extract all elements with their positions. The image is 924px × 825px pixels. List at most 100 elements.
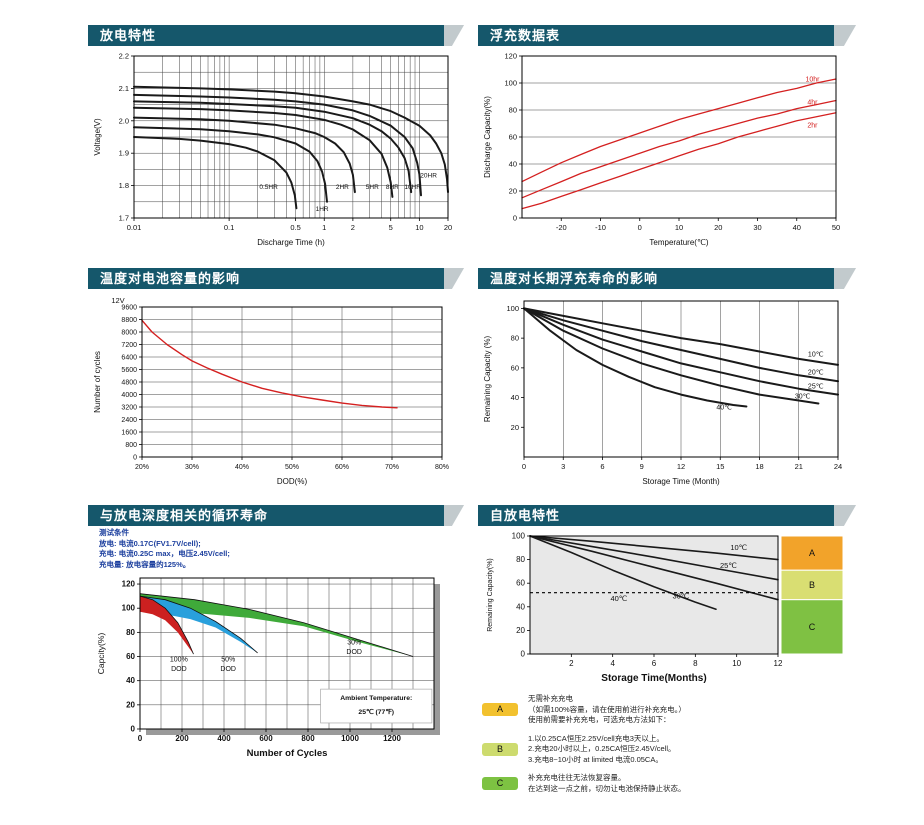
- svg-text:400: 400: [217, 734, 231, 743]
- svg-text:0: 0: [138, 734, 143, 743]
- svg-text:40: 40: [516, 602, 525, 611]
- svg-text:50%: 50%: [285, 464, 299, 471]
- legend-text-C: 补充充电往往无法恢复容量。 在达到这一点之前，切勿让电池保持静止状态。: [528, 773, 686, 793]
- svg-text:20℃: 20℃: [808, 370, 824, 377]
- svg-text:10HR: 10HR: [404, 184, 421, 191]
- svg-text:20: 20: [714, 223, 722, 232]
- svg-text:1HR: 1HR: [316, 206, 329, 213]
- panel-cycle-life-header: 与放电深度相关的循环寿命: [88, 505, 465, 526]
- svg-text:2hr: 2hr: [807, 123, 818, 130]
- svg-text:1200: 1200: [383, 734, 401, 743]
- header-bar: 放电特性: [88, 25, 444, 46]
- svg-text:1.8: 1.8: [119, 181, 129, 190]
- svg-text:0: 0: [522, 462, 526, 471]
- panel-cycle-life-title: 与放电深度相关的循环寿命: [100, 508, 269, 523]
- svg-text:40%: 40%: [235, 464, 249, 471]
- panel-float-life-header: 温度对长期浮充寿命的影响: [478, 268, 857, 289]
- svg-text:9: 9: [640, 462, 644, 471]
- svg-text:B: B: [809, 580, 815, 590]
- svg-text:1000: 1000: [341, 734, 359, 743]
- svg-text:18: 18: [755, 462, 763, 471]
- svg-text:2.2: 2.2: [119, 52, 129, 61]
- svg-text:100: 100: [506, 304, 519, 313]
- svg-text:3: 3: [561, 462, 565, 471]
- svg-text:30%: 30%: [347, 639, 361, 646]
- svg-text:80: 80: [516, 555, 525, 564]
- svg-text:20: 20: [516, 626, 525, 635]
- svg-text:1600: 1600: [121, 430, 137, 437]
- svg-text:2HR: 2HR: [336, 184, 349, 191]
- svg-text:10: 10: [732, 659, 741, 668]
- svg-text:2.0: 2.0: [119, 116, 129, 125]
- svg-text:20HR: 20HR: [420, 173, 437, 180]
- test-conditions-line: 充电量: 放电容量的125%。: [99, 559, 191, 569]
- svg-text:8800: 8800: [121, 317, 137, 324]
- svg-text:0: 0: [513, 214, 517, 223]
- svg-text:A: A: [809, 548, 815, 558]
- svg-text:4: 4: [610, 659, 615, 668]
- svg-text:8000: 8000: [121, 330, 137, 337]
- svg-text:5600: 5600: [121, 367, 137, 374]
- svg-text:20%: 20%: [135, 464, 149, 471]
- svg-text:6400: 6400: [121, 355, 137, 362]
- svg-text:1: 1: [322, 223, 326, 232]
- svg-text:0: 0: [131, 725, 136, 734]
- svg-text:1.9: 1.9: [119, 149, 129, 158]
- svg-text:40: 40: [126, 676, 135, 685]
- chart-storage-life: 0 3 6 9 12 15 18 21 24 20 40 60 80 100 Storage Time (M…: [483, 300, 842, 486]
- legend-swatch-B: B: [482, 742, 518, 756]
- chart-cycles-vs-dod: 20% 30% 40% 50% 60% 70% 80% 0 800 1600 2400 3200 400…: [93, 296, 449, 486]
- svg-text:60%: 60%: [335, 464, 349, 471]
- svg-text:25℃ (77℉): 25℃ (77℉): [358, 708, 394, 716]
- legend-item-A: A 无需补充充电 （如需100%容量，请在使用前进行补充充电。） 使用前需要补充充电，…: [482, 694, 862, 726]
- header-bar: 浮充数据表: [478, 25, 834, 46]
- self-discharge-legend: A 无需补充充电 （如需100%容量，请在使用前进行补充充电。） 使用前需要补充充电，…: [482, 694, 862, 802]
- test-conditions-line: 放电: 电流0.17C(FV1.7V/cell);: [99, 538, 201, 548]
- svg-text:120: 120: [122, 580, 136, 589]
- svg-text:DOD: DOD: [346, 649, 362, 656]
- svg-text:0: 0: [638, 223, 642, 232]
- svg-text:100: 100: [504, 79, 517, 88]
- svg-text:120: 120: [504, 52, 517, 61]
- svg-text:12V: 12V: [111, 296, 124, 305]
- svg-text:Remaining Capacity (%): Remaining Capacity (%): [483, 336, 492, 423]
- svg-text:DOD: DOD: [220, 666, 236, 673]
- svg-text:4000: 4000: [121, 392, 137, 399]
- chart-discharge-characteristics: 0.01 0.1 0.5 1 2 5 10 20 1.7 1.8 1.9 2.0 2.1 2.2 Disch…: [93, 52, 452, 248]
- panel-discharge-title: 放电特性: [100, 28, 157, 43]
- svg-text:0.5HR: 0.5HR: [259, 184, 278, 191]
- header-bar: 自放电特性: [478, 505, 834, 526]
- svg-text:-10: -10: [595, 223, 606, 232]
- legend-item-B: B 1.以0.25CA恒压2.25V/cell充电3天以上。 2.充电20小时以上，…: [482, 734, 862, 766]
- svg-text:Temperature(℃): Temperature(℃): [649, 238, 709, 247]
- svg-text:60: 60: [516, 579, 525, 588]
- panel-temp-capacity-title: 温度对电池容量的影响: [100, 271, 241, 286]
- svg-text:60: 60: [511, 363, 519, 372]
- svg-text:7200: 7200: [121, 342, 137, 349]
- svg-text:12: 12: [774, 659, 783, 668]
- svg-text:4hr: 4hr: [807, 100, 818, 107]
- svg-text:60: 60: [509, 133, 517, 142]
- panel-float-life-title: 温度对长期浮充寿命的影响: [490, 271, 659, 286]
- svg-text:Ambient Temperature:: Ambient Temperature:: [340, 695, 412, 702]
- svg-text:10℃: 10℃: [730, 543, 747, 552]
- svg-text:10℃: 10℃: [808, 352, 824, 359]
- chart-cycle-life-dod-bands: 0 200 400 600 800 1000 1200 0 20 40 60 80 100 120 Numb…: [96, 577, 440, 759]
- svg-text:0.5: 0.5: [290, 223, 300, 232]
- svg-text:5HR: 5HR: [366, 184, 379, 191]
- svg-text:Number of Cycles: Number of Cycles: [247, 748, 328, 759]
- panel-float-table-title: 浮充数据表: [490, 28, 561, 43]
- svg-text:80: 80: [509, 106, 517, 115]
- svg-text:40℃: 40℃: [610, 594, 627, 603]
- svg-text:2400: 2400: [121, 417, 137, 424]
- svg-text:0: 0: [133, 455, 137, 462]
- svg-text:0.1: 0.1: [224, 223, 234, 232]
- svg-text:0: 0: [521, 650, 526, 659]
- svg-text:70%: 70%: [385, 464, 399, 471]
- svg-text:20: 20: [511, 423, 519, 432]
- chart-float-capacity: -20 -10 0 10 20 30 40 50 0 20 40 60 80 100 120 Temperat…: [483, 52, 840, 248]
- svg-text:100: 100: [122, 604, 136, 613]
- svg-text:2: 2: [351, 223, 355, 232]
- svg-text:40: 40: [511, 393, 519, 402]
